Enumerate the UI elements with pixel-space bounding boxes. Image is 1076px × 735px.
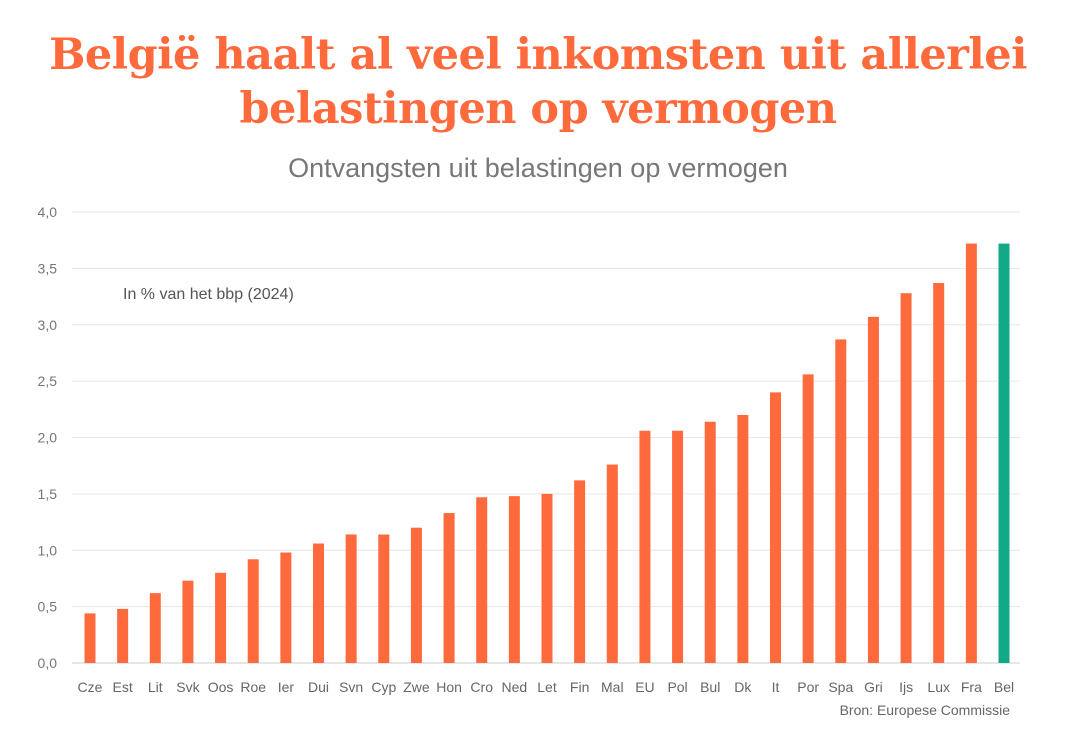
y-tick-label: 3,0: [38, 317, 58, 333]
bar-let: [541, 493, 553, 664]
bar-fin: [574, 480, 586, 663]
x-tick-label: Spa: [828, 679, 853, 695]
bar-cyp: [378, 534, 390, 663]
x-tick-label: Cze: [78, 679, 103, 695]
x-tick-label: It: [772, 679, 780, 695]
y-tick-label: 0,5: [38, 599, 58, 615]
x-tick-label: Svn: [339, 679, 363, 695]
y-tick-label: 4,0: [38, 204, 58, 220]
x-tick-label: Mal: [601, 679, 624, 695]
chart-subtitle: Ontvangsten uit belastingen op vermogen: [288, 153, 788, 183]
x-tick-label: Let: [537, 679, 557, 695]
bar-fra: [965, 243, 977, 663]
chart-title: België haalt al veel inkomsten uit aller…: [49, 30, 1027, 134]
bar-cro: [476, 497, 488, 663]
x-tick-label: Gri: [864, 679, 883, 695]
bar-eu: [639, 430, 651, 663]
bar-bel: [998, 243, 1010, 663]
source-note: Bron: Europese Commissie: [840, 702, 1011, 718]
x-tick-label: Oos: [208, 679, 234, 695]
x-tick-label: Cro: [470, 679, 493, 695]
bar-bul: [704, 421, 716, 663]
x-tick-label: Dk: [734, 679, 752, 695]
x-tick-label: Zwe: [403, 679, 430, 695]
x-tick-label: Ned: [502, 679, 528, 695]
x-tick-label: Fin: [570, 679, 589, 695]
x-tick-label: Bul: [700, 679, 720, 695]
x-tick-label: Svk: [176, 679, 200, 695]
x-tick-label: Por: [797, 679, 819, 695]
bar-gri: [867, 316, 879, 663]
bar-svn: [345, 534, 357, 663]
y-tick-label: 2,5: [38, 373, 58, 389]
bar-roe: [247, 559, 259, 663]
bar-pol: [672, 430, 684, 663]
bar-hon: [443, 513, 455, 663]
x-tick-label: Cyp: [371, 679, 396, 695]
y-axis-ticks: 0,0 0,5 1,0 1,5 2,0 2,5 3,0 3,5 4,0: [38, 204, 58, 671]
y-tick-label: 2,0: [38, 430, 58, 446]
bar-oos: [215, 572, 227, 663]
bar-zwe: [410, 527, 422, 663]
x-tick-label: Ijs: [899, 679, 913, 695]
x-tick-label: Lux: [927, 679, 950, 695]
bar-ned: [508, 496, 520, 663]
x-tick-label: Fra: [961, 679, 982, 695]
x-tick-label: Lit: [148, 679, 163, 695]
bar-lux: [933, 283, 945, 663]
bar-por: [802, 374, 814, 663]
unit-annotation: In % van het bbp (2024): [123, 286, 294, 303]
bar-ijs: [900, 293, 912, 663]
bar-dk: [737, 414, 749, 663]
x-tick-label: Roe: [240, 679, 266, 695]
bar-ier: [280, 552, 292, 663]
y-tick-label: 0,0: [38, 655, 58, 671]
x-tick-label: Hon: [436, 679, 462, 695]
bars: [84, 243, 1010, 664]
x-tick-label: Pol: [667, 679, 687, 695]
y-tick-label: 1,0: [38, 542, 58, 558]
x-axis-labels: Cze Est Lit Svk Oos Roe Ier Dui Svn Cyp Zwe Hon Cro N…: [78, 679, 1015, 695]
bar-spa: [835, 339, 847, 663]
y-tick-label: 1,5: [38, 486, 58, 502]
bar-cze: [84, 613, 96, 663]
bar-lit: [149, 593, 161, 663]
x-tick-label: Ier: [278, 679, 295, 695]
bar-it: [770, 392, 781, 663]
bar-svk: [182, 580, 194, 663]
x-tick-label: Bel: [994, 679, 1014, 695]
x-tick-label: Est: [113, 679, 133, 695]
bar-mal: [606, 464, 618, 663]
x-tick-label: EU: [635, 679, 654, 695]
x-tick-label: Dui: [308, 679, 329, 695]
bar-est: [117, 608, 129, 663]
bar-dui: [313, 543, 324, 663]
y-tick-label: 3,5: [38, 260, 58, 276]
grid-lines: [72, 211, 1020, 664]
